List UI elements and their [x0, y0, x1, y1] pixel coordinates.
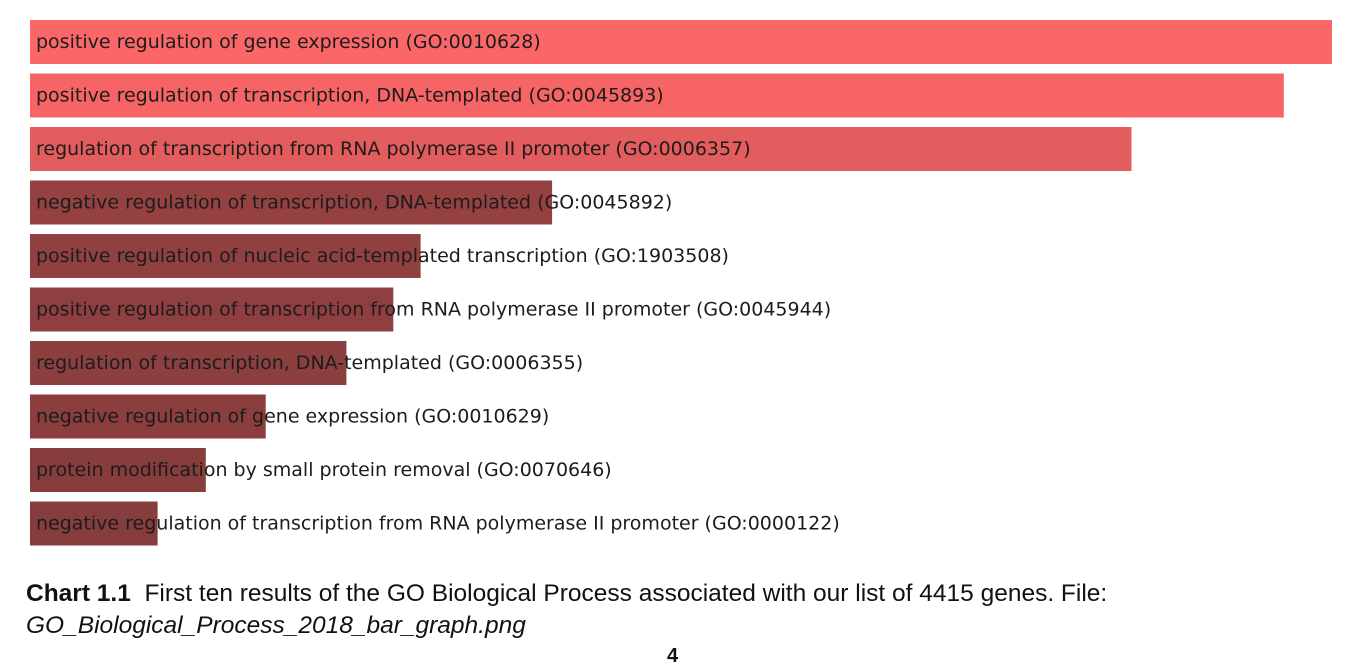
bar-label-8: negative regulation of gene expression (…	[36, 406, 549, 428]
bar-7	[30, 341, 347, 385]
bar-label-1: positive regulation of gene expression (…	[36, 31, 541, 53]
go-bar-chart: positive regulation of gene expression (…	[30, 20, 1332, 546]
bar-label-9: protein modification by small protein re…	[36, 459, 612, 481]
bar-label-10: negative regulation of transcription fro…	[36, 513, 840, 535]
page-number: 4	[667, 645, 679, 667]
bar-2	[30, 73, 1284, 118]
bar-10	[30, 501, 158, 546]
caption-text: First ten results of the GO Biological P…	[144, 580, 1108, 607]
caption-label: Chart 1.1	[26, 580, 131, 607]
chart-caption: Chart 1.1 First ten results of the GO Bi…	[26, 578, 1346, 642]
bar-8	[30, 394, 266, 439]
caption-file-name: GO_Biological_Process_2018_bar_graph.png	[26, 612, 526, 639]
bar-label-5: positive regulation of nucleic acid-temp…	[36, 245, 729, 267]
bar-1	[30, 20, 1332, 64]
bar-9	[30, 448, 206, 492]
bar-3	[30, 127, 1132, 171]
bar-6	[30, 287, 394, 332]
bar-4	[30, 180, 553, 225]
bar-label-4: negative regulation of transcription, DN…	[36, 192, 672, 214]
bar-label-3: regulation of transcription from RNA pol…	[36, 138, 751, 160]
bar-5	[30, 234, 421, 278]
bar-label-2: positive regulation of transcription, DN…	[36, 85, 664, 107]
bar-label-6: positive regulation of transcription fro…	[36, 299, 831, 321]
bar-label-7: regulation of transcription, DNA-templat…	[36, 352, 583, 374]
